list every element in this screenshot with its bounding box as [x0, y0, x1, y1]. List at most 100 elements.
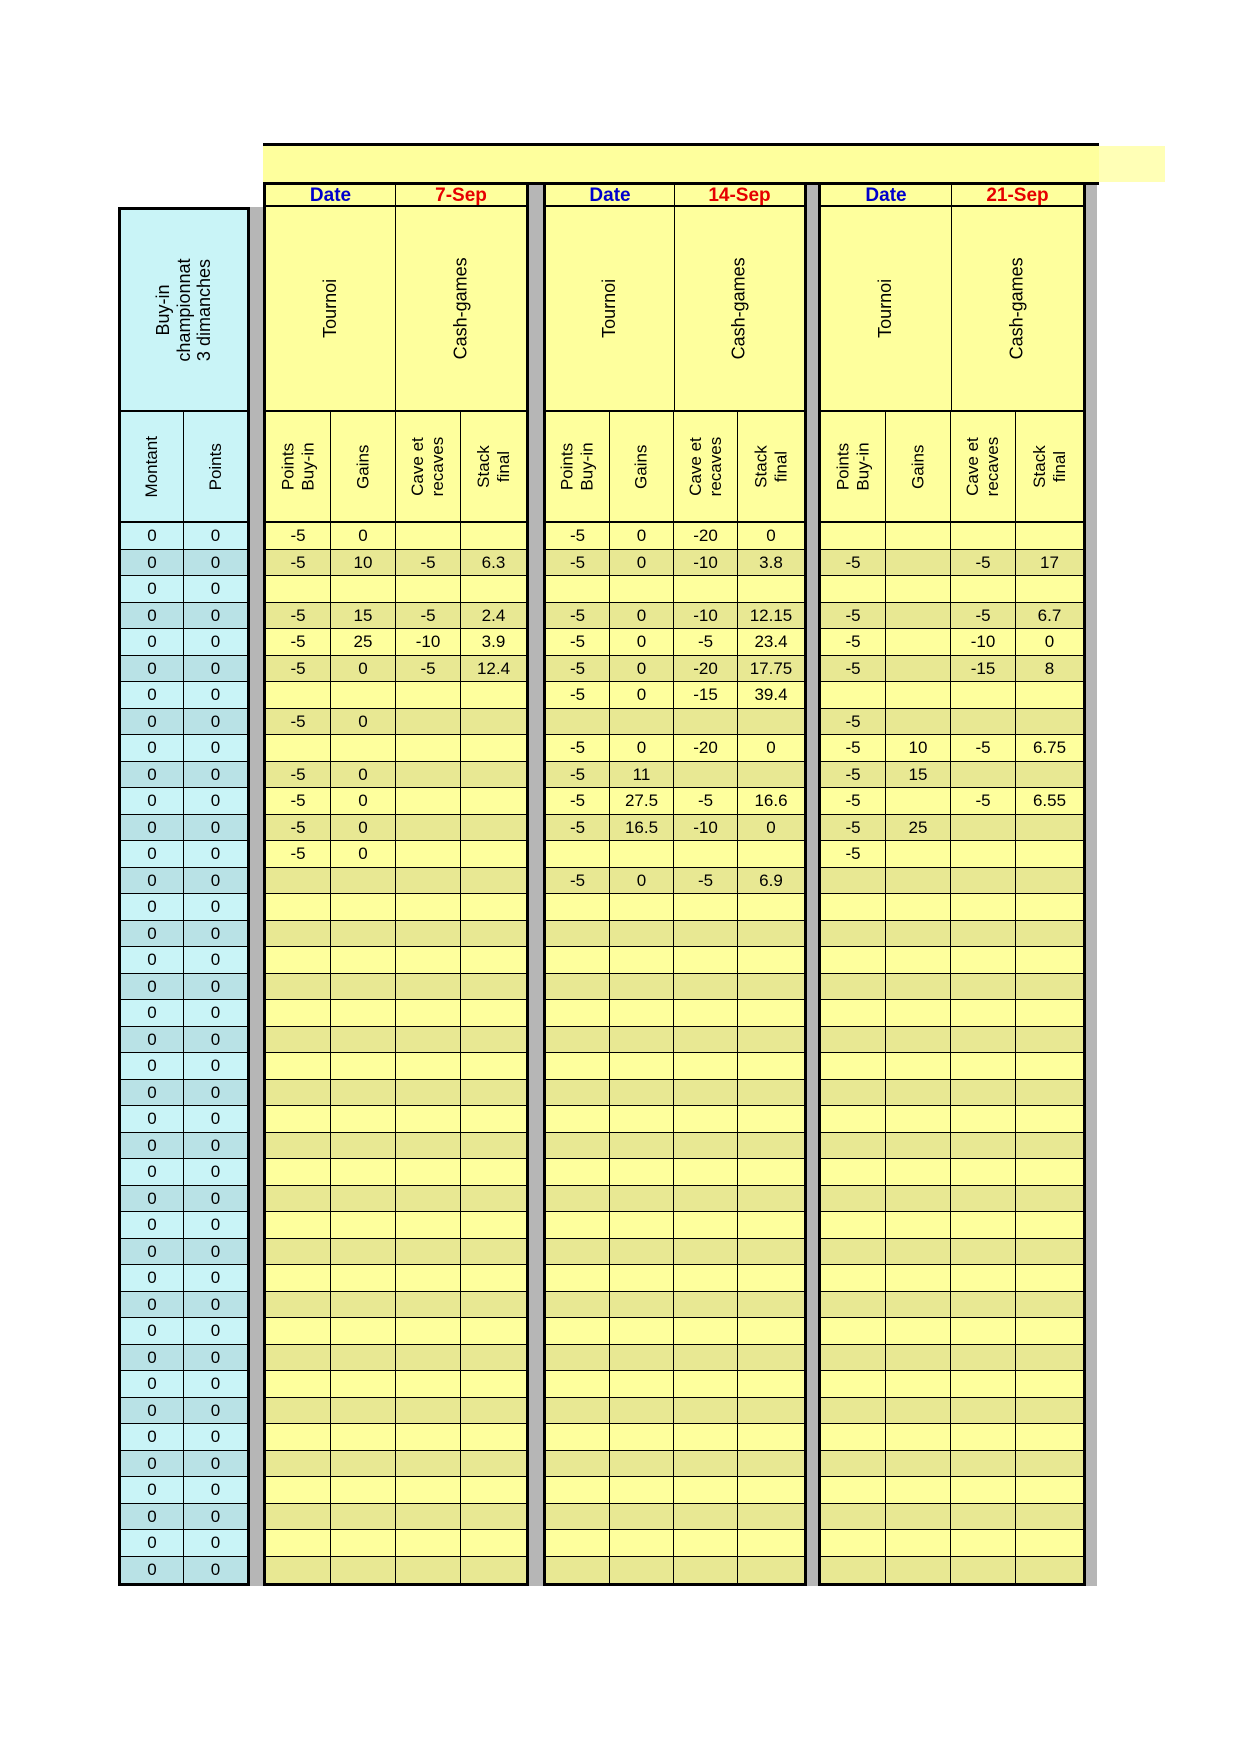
cell[interactable]	[266, 1265, 331, 1292]
cell[interactable]: 0	[121, 1106, 184, 1133]
column-header-cell[interactable]: Stack final	[1016, 412, 1083, 523]
cell[interactable]: 0	[184, 1292, 247, 1318]
cell[interactable]	[266, 1477, 331, 1504]
cell[interactable]	[821, 1556, 886, 1583]
cell[interactable]: 0	[121, 1238, 184, 1265]
cell[interactable]	[674, 761, 738, 788]
cell[interactable]	[266, 1371, 331, 1398]
cell[interactable]: -5	[821, 602, 886, 629]
cell[interactable]	[461, 1212, 526, 1239]
cell[interactable]	[821, 1132, 886, 1159]
cell[interactable]: 10	[331, 549, 396, 576]
cell[interactable]: 0	[738, 523, 804, 550]
cell[interactable]: -5	[674, 788, 738, 815]
cell[interactable]	[738, 709, 804, 735]
cell[interactable]	[951, 1556, 1016, 1583]
cell[interactable]: 0	[121, 1556, 184, 1583]
cell[interactable]: 0	[121, 1503, 184, 1530]
cell[interactable]	[821, 1503, 886, 1530]
cell[interactable]	[821, 1530, 886, 1557]
cell[interactable]: 0	[184, 894, 247, 921]
cell[interactable]	[461, 1504, 526, 1530]
cell[interactable]	[674, 1159, 738, 1186]
cell[interactable]	[266, 1318, 331, 1345]
cell[interactable]	[331, 735, 396, 762]
cell[interactable]: -5	[821, 549, 886, 576]
cell[interactable]: 0	[184, 1504, 247, 1530]
cell[interactable]	[461, 523, 526, 550]
cell[interactable]	[821, 1079, 886, 1106]
cell[interactable]: 0	[121, 655, 184, 682]
cell[interactable]	[546, 1477, 610, 1504]
cell[interactable]	[610, 1477, 674, 1504]
cell[interactable]: 0	[184, 868, 247, 894]
date-label-cell[interactable]: Date	[266, 185, 396, 207]
cell[interactable]	[610, 1503, 674, 1530]
cell[interactable]	[396, 1477, 461, 1504]
cell[interactable]	[674, 920, 738, 947]
cell[interactable]	[396, 1530, 461, 1557]
cell[interactable]	[738, 1239, 804, 1265]
cell[interactable]	[266, 1000, 331, 1027]
cell[interactable]	[461, 1424, 526, 1451]
cell[interactable]: 0	[121, 1397, 184, 1424]
cell[interactable]	[674, 1238, 738, 1265]
cell[interactable]	[886, 1000, 951, 1027]
cell[interactable]	[886, 1053, 951, 1080]
cell[interactable]: -5	[266, 841, 331, 868]
cell[interactable]	[674, 1185, 738, 1212]
cell[interactable]: -20	[674, 655, 738, 682]
cell[interactable]: -5	[821, 629, 886, 656]
cell[interactable]	[951, 1238, 1016, 1265]
cell[interactable]	[886, 947, 951, 974]
cell[interactable]	[738, 1398, 804, 1424]
cell[interactable]: 25	[886, 814, 951, 841]
cell[interactable]	[951, 894, 1016, 921]
cell[interactable]	[546, 1397, 610, 1424]
cell[interactable]: -15	[951, 655, 1016, 682]
cell[interactable]	[461, 1027, 526, 1053]
cell[interactable]: 0	[121, 1371, 184, 1398]
cell[interactable]	[674, 1000, 738, 1027]
cell[interactable]	[610, 1238, 674, 1265]
cell[interactable]: -5	[396, 602, 461, 629]
cell[interactable]	[821, 1026, 886, 1053]
cell[interactable]	[461, 894, 526, 921]
cell[interactable]	[738, 1212, 804, 1239]
cell[interactable]	[738, 1292, 804, 1318]
cell[interactable]: 0	[184, 1265, 247, 1292]
cell[interactable]: 0	[121, 629, 184, 656]
cell[interactable]: -5	[266, 814, 331, 841]
cell[interactable]	[546, 1106, 610, 1133]
cell[interactable]	[610, 1344, 674, 1371]
cell[interactable]	[331, 1371, 396, 1398]
cell[interactable]	[546, 1079, 610, 1106]
cell[interactable]	[266, 947, 331, 974]
cell[interactable]	[886, 1397, 951, 1424]
cell[interactable]	[331, 1424, 396, 1451]
cell[interactable]: 0	[738, 735, 804, 762]
cell[interactable]: 0	[184, 1477, 247, 1504]
cell[interactable]: -5	[546, 682, 610, 709]
cell[interactable]	[331, 1291, 396, 1318]
cell[interactable]	[738, 1451, 804, 1477]
cell[interactable]	[331, 1265, 396, 1292]
cell[interactable]	[396, 1185, 461, 1212]
cell[interactable]	[266, 1026, 331, 1053]
cell[interactable]	[1016, 1000, 1083, 1027]
cell[interactable]: 0	[184, 788, 247, 815]
cell[interactable]	[951, 1344, 1016, 1371]
cell[interactable]: -5	[266, 708, 331, 735]
cell[interactable]	[951, 867, 1016, 894]
cell[interactable]	[1016, 1053, 1083, 1080]
cell[interactable]: -5	[266, 549, 331, 576]
cell[interactable]	[396, 920, 461, 947]
cell[interactable]: 12.15	[738, 603, 804, 629]
cell[interactable]: -5	[546, 602, 610, 629]
group-header-cell[interactable]: Cash-games	[396, 207, 526, 412]
cell[interactable]	[461, 1318, 526, 1345]
cell[interactable]: 0	[121, 1212, 184, 1239]
cell[interactable]	[1016, 1451, 1083, 1477]
cell[interactable]	[461, 1371, 526, 1398]
cell[interactable]	[396, 523, 461, 550]
